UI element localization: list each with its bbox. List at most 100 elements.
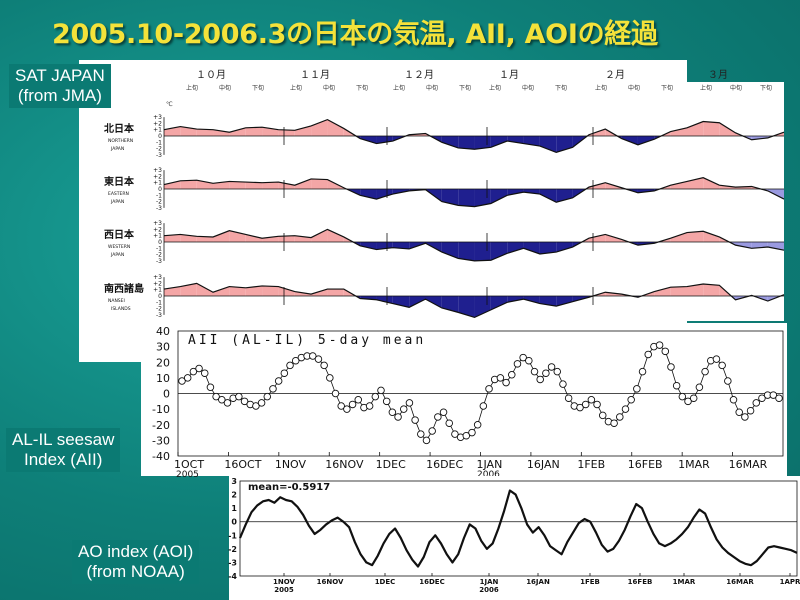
aii-data-point — [496, 374, 505, 382]
sat-region-2: +3+2+10-1-2-3 西日本 WESTERN JAPAN — [104, 220, 785, 265]
sat-area-segment — [490, 189, 508, 204]
sat-area-segment — [327, 289, 344, 296]
sat-area-segment — [441, 242, 459, 259]
sat-dekad-label: 上旬 — [290, 84, 302, 92]
aii-data-point — [621, 405, 630, 413]
sat-area-segment — [425, 296, 442, 308]
sat-ytick-label: +1 — [153, 127, 162, 134]
sat-area-segment — [670, 181, 687, 189]
sat-dekad-label: 中旬 — [426, 84, 438, 92]
sat-panel — [79, 60, 687, 362]
sat-ytick-label: +3 — [153, 274, 162, 281]
aii-data-point — [729, 396, 738, 404]
aii-data-point — [519, 353, 527, 362]
sat-area-segment — [507, 189, 524, 196]
sat-month-label: １２月 — [404, 69, 434, 81]
sat-ytick-label: +1 — [153, 180, 162, 187]
sat-ytick-label: 0 — [158, 293, 162, 300]
aii-data-point — [354, 396, 363, 404]
sat-region-3: +3+2+10-1-2-3 南西諸島 NANSEI ISLANDS — [104, 274, 785, 319]
aii-data-point — [502, 378, 510, 387]
sat-ytick-label: -2 — [156, 199, 162, 206]
aii-data-point — [547, 363, 556, 371]
aii-data-point — [513, 360, 522, 368]
aii-year-label: 2006 — [477, 470, 500, 480]
aii-data-point — [200, 369, 209, 377]
aii-data-point — [661, 347, 670, 356]
sat-area-segment — [523, 189, 540, 195]
sat-area-segment — [458, 242, 475, 261]
aii-xtick-label: 16FEB — [628, 458, 663, 471]
sat-region-name: 西日本 — [104, 228, 135, 241]
sat-area-segment — [360, 136, 377, 144]
aii-series-line — [181, 344, 780, 442]
aii-data-point — [758, 394, 766, 402]
aoi-xtick-label: 1JAN — [480, 578, 499, 586]
sat-ytick-label: +2 — [153, 120, 162, 127]
sat-ytick-label: -1 — [156, 192, 162, 199]
aoi-ytick-label: -2 — [228, 545, 237, 554]
aoi-ytick-label: 3 — [231, 477, 237, 486]
sat-area-segment — [539, 242, 557, 254]
aii-xtick-label: 16JAN — [527, 458, 560, 471]
aii-data-point — [263, 392, 272, 401]
aii-chart-title: AII (AL-IL) 5-day mean — [188, 333, 426, 348]
aii-data-point — [388, 408, 397, 417]
sat-dekad-label: 下旬 — [555, 84, 567, 92]
aii-data-point — [439, 408, 448, 417]
aoi-xtick-label: 16NOV — [317, 578, 344, 586]
sat-area-segment — [719, 122, 736, 136]
sat-area-segment — [245, 234, 263, 242]
sat-label: SAT JAPAN (from JMA) — [9, 64, 111, 108]
aii-data-point — [422, 436, 431, 445]
sat-area-segment — [735, 242, 752, 249]
aoi-xtick-label: 16JAN — [526, 578, 550, 586]
sat-area-segment — [327, 119, 344, 136]
aii-ytick-label: -40 — [152, 450, 170, 463]
sat-area-segment — [278, 182, 295, 189]
aii-data-point — [274, 377, 283, 385]
aoi-panel — [229, 476, 800, 600]
sat-area-segment — [687, 121, 704, 136]
slide-title: 2005.10-2006.3の日本の気温, AII, AOIの経過 — [52, 19, 658, 50]
sat-area-segment — [490, 136, 508, 148]
aii-data-point — [309, 352, 317, 360]
aoi-xtick-label: 16MAR — [726, 578, 754, 586]
sat-ytick-label: -2 — [156, 146, 162, 153]
sat-ytick-label: -3 — [156, 152, 162, 159]
aii-data-point — [399, 405, 408, 413]
aii-data-point — [377, 386, 385, 395]
aii-data-point — [735, 408, 743, 417]
sat-area-segment — [360, 189, 377, 200]
aii-xtick-label: 16MAR — [729, 458, 768, 471]
sat-ytick-label: -1 — [156, 245, 162, 252]
sat-area-segment — [245, 285, 263, 296]
sat-month-label: ３月 — [708, 69, 728, 81]
sat-month-label: １０月 — [196, 69, 226, 81]
aii-ytick-label: 0 — [163, 388, 170, 401]
sat-area-segment — [523, 242, 540, 254]
aii-data-point — [382, 397, 391, 406]
sat-area-segment — [164, 180, 181, 189]
aii-data-point — [206, 383, 215, 392]
sat-month-label: １月 — [499, 69, 519, 81]
aii-data-point — [252, 402, 260, 410]
aii-data-point — [559, 380, 567, 388]
sat-area-segment — [213, 230, 230, 242]
sat-area-segment — [262, 182, 279, 189]
sat-area-segment — [278, 286, 295, 296]
sat-ytick-label: +2 — [153, 173, 162, 180]
aii-data-point — [473, 421, 482, 429]
sat-ytick-label: -2 — [156, 252, 162, 259]
aii-data-point — [616, 413, 624, 421]
aii-xtick-label: 1NOV — [275, 458, 307, 471]
sat-ytick-label: +2 — [153, 280, 162, 287]
sat-area-segment — [556, 242, 573, 253]
sat-area-segment — [539, 189, 557, 203]
sat-area-segment — [637, 136, 655, 145]
aii-data-point — [189, 367, 198, 376]
sat-dekad-label: 中旬 — [323, 84, 335, 92]
aii-xtick-label: 16OCT — [224, 458, 261, 471]
sat-area-segment — [539, 296, 557, 307]
